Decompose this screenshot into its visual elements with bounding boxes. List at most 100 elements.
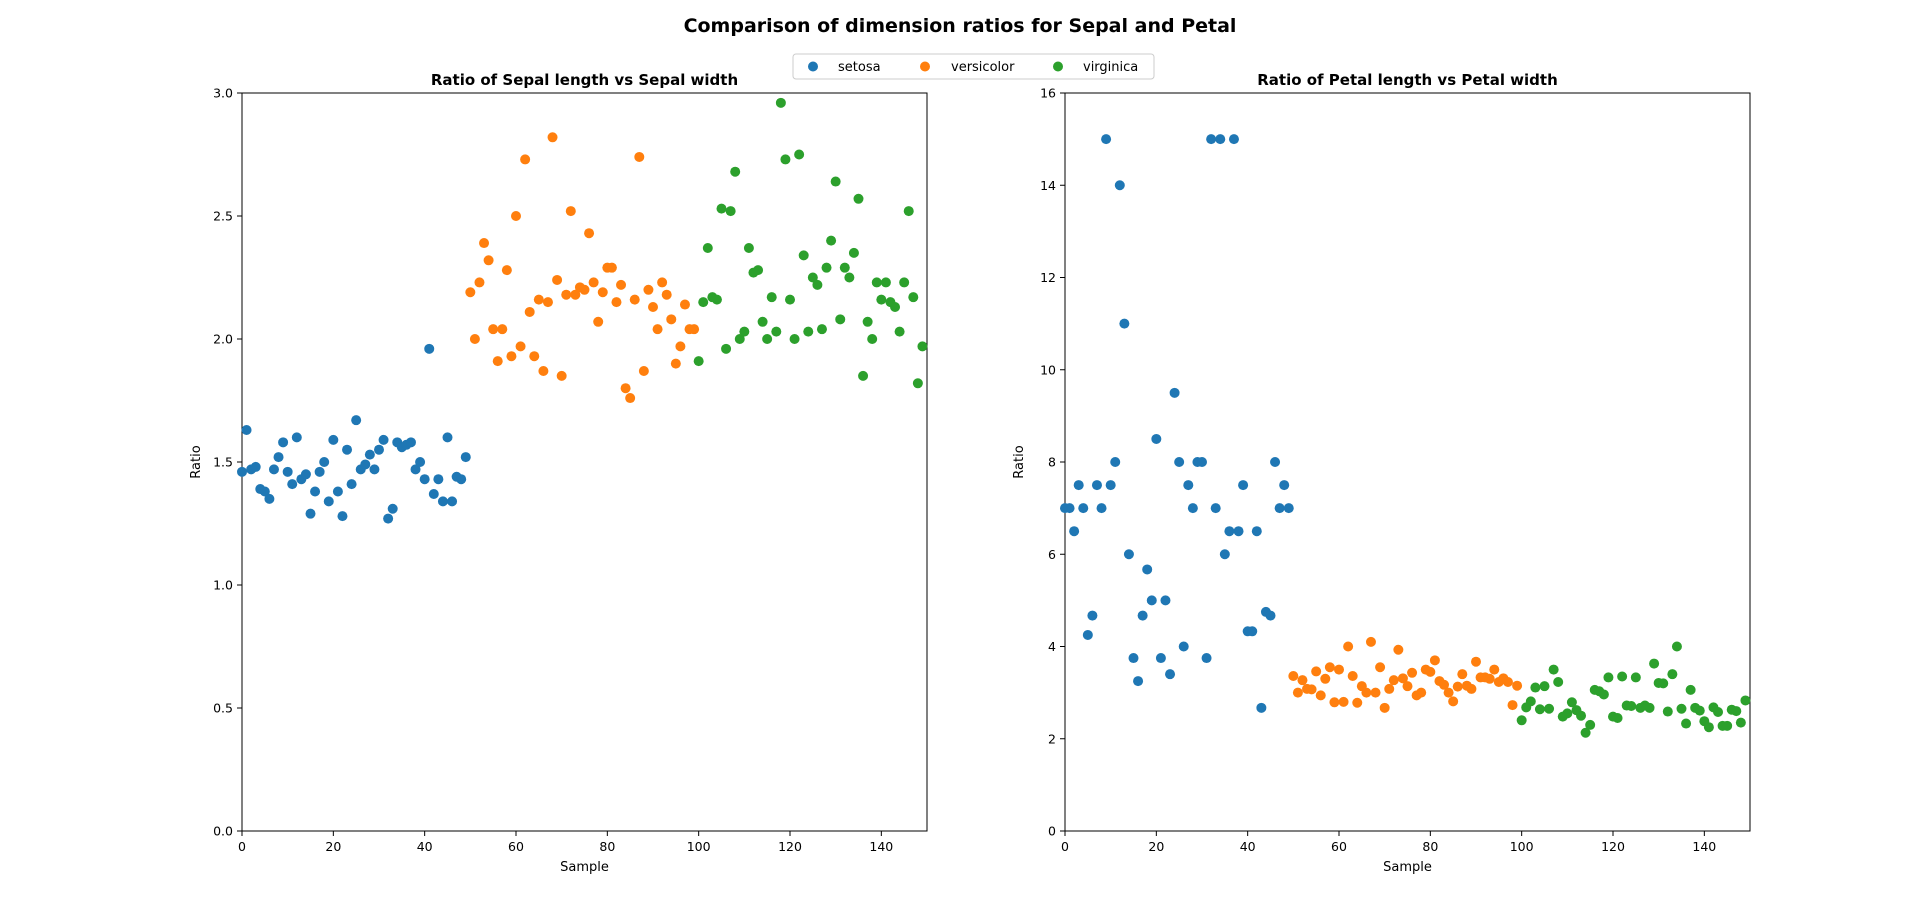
data-point-virginica: [917, 341, 928, 352]
data-point-setosa: [237, 466, 247, 477]
series-setosa: [1060, 134, 1294, 713]
data-point-virginica: [1644, 702, 1655, 713]
x-tick-label: 100: [687, 839, 711, 854]
x-tick-label: 20: [325, 839, 341, 854]
data-point-virginica: [830, 176, 841, 187]
data-point-virginica: [785, 294, 795, 305]
data-point-setosa: [264, 493, 275, 504]
data-point-setosa: [328, 434, 339, 445]
data-point-versicolor: [511, 211, 521, 221]
data-point-setosa: [1069, 526, 1080, 537]
data-point-versicolor: [579, 284, 590, 295]
data-point-setosa: [259, 486, 270, 497]
x-tick-label: 40: [1240, 839, 1256, 854]
series-setosa: [237, 343, 471, 524]
data-point-versicolor: [1443, 687, 1454, 698]
data-point-versicolor: [1388, 675, 1399, 686]
data-point-versicolor: [1352, 697, 1363, 708]
data-point-versicolor: [1343, 641, 1354, 652]
data-point-versicolor: [616, 279, 627, 290]
data-point-setosa: [1270, 457, 1281, 467]
data-point-versicolor: [492, 356, 503, 367]
data-point-virginica: [1553, 677, 1564, 688]
data-point-virginica: [880, 277, 891, 288]
data-point-versicolor: [1448, 696, 1459, 707]
x-tick-label: 80: [599, 839, 615, 854]
data-point-virginica: [807, 272, 818, 283]
data-point-versicolor: [597, 287, 608, 298]
data-point-virginica: [903, 206, 914, 217]
data-point-versicolor: [1338, 696, 1349, 707]
data-point-versicolor: [1311, 666, 1322, 677]
data-point-versicolor: [1452, 681, 1463, 692]
data-point-virginica: [1576, 710, 1587, 721]
data-point-versicolor: [465, 287, 476, 298]
data-point-setosa: [383, 513, 394, 524]
data-point-versicolor: [506, 351, 517, 362]
legend: setosa versicolor virginica: [792, 53, 1155, 80]
data-point-versicolor: [1375, 662, 1386, 673]
data-point-setosa: [1251, 526, 1262, 537]
data-point-virginica: [1566, 697, 1577, 708]
data-point-setosa: [1256, 702, 1267, 713]
data-point-virginica: [1580, 727, 1591, 738]
data-point-setosa: [268, 464, 279, 475]
data-point-setosa: [364, 449, 375, 460]
y-tick-label: 8: [1048, 455, 1056, 470]
x-axis-label: Sample: [1383, 860, 1432, 875]
data-point-setosa: [1233, 526, 1244, 537]
data-point-setosa: [437, 496, 448, 507]
y-tick-label: 2.5: [213, 209, 233, 224]
data-point-setosa: [1078, 503, 1089, 514]
data-point-virginica: [1731, 706, 1742, 717]
data-point-setosa: [1215, 134, 1226, 145]
data-point-versicolor: [606, 262, 617, 273]
data-point-setosa: [1165, 669, 1176, 680]
data-point-virginica: [1694, 705, 1705, 716]
data-point-virginica: [826, 235, 837, 246]
data-point-virginica: [1735, 717, 1746, 728]
data-point-virginica: [1612, 712, 1623, 723]
data-point-setosa: [1064, 503, 1075, 514]
data-point-versicolor: [1489, 664, 1500, 675]
data-point-versicolor: [584, 228, 595, 239]
data-point-setosa: [300, 469, 311, 480]
data-point-virginica: [853, 193, 864, 204]
y-tick-label: 3.0: [213, 86, 233, 101]
data-point-virginica: [835, 314, 846, 325]
data-point-virginica: [698, 297, 709, 308]
data-point-setosa: [442, 432, 453, 443]
y-tick-label: 16: [1040, 86, 1056, 101]
series-virginica: [1516, 641, 1751, 738]
data-point-virginica: [848, 247, 859, 258]
data-point-setosa: [1219, 549, 1230, 560]
data-point-setosa: [415, 457, 426, 467]
data-point-versicolor: [538, 365, 549, 376]
data-point-virginica: [912, 378, 923, 389]
x-tick-label: 100: [1510, 839, 1534, 854]
data-point-setosa: [1137, 610, 1148, 621]
data-point-virginica: [803, 326, 814, 337]
data-point-setosa: [287, 479, 298, 490]
data-point-versicolor: [1502, 677, 1513, 688]
y-tick-label: 2.0: [213, 332, 233, 347]
data-point-setosa: [1101, 134, 1112, 145]
data-point-setosa: [1178, 641, 1189, 652]
data-point-versicolor: [565, 206, 576, 217]
y-tick-label: 2: [1048, 731, 1056, 746]
data-point-setosa: [405, 437, 416, 448]
data-point-setosa: [1228, 134, 1239, 145]
data-point-setosa: [1183, 480, 1194, 491]
data-point-virginica: [693, 356, 704, 367]
data-point-versicolor: [611, 297, 622, 308]
data-point-virginica: [890, 302, 901, 313]
data-point-versicolor: [479, 238, 490, 249]
data-point-setosa: [337, 511, 348, 522]
data-point-virginica: [1534, 704, 1545, 715]
data-point-setosa: [1114, 180, 1125, 191]
data-point-setosa: [291, 432, 302, 443]
data-point-versicolor: [1466, 683, 1477, 694]
data-point-setosa: [428, 488, 439, 499]
